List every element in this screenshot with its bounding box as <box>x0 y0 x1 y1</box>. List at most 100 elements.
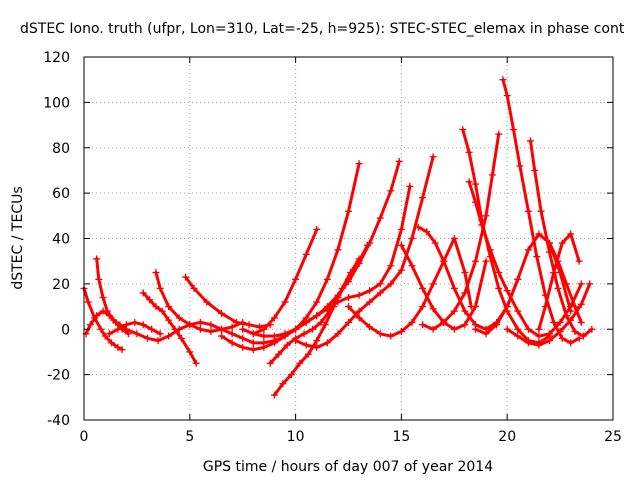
data-point <box>260 332 268 340</box>
data-point <box>387 187 395 195</box>
data-point <box>302 341 310 349</box>
data-point <box>186 348 194 356</box>
series-line <box>421 132 501 331</box>
data-point <box>562 280 570 288</box>
series-8 <box>122 160 363 347</box>
y-tick-label: 20 <box>52 277 70 293</box>
data-point <box>218 332 226 340</box>
data-point <box>281 298 289 306</box>
data-point <box>524 339 532 347</box>
series-23 <box>526 137 596 340</box>
data-point <box>406 182 414 190</box>
data-point <box>345 207 352 215</box>
data-point <box>313 298 321 306</box>
series-13 <box>270 255 363 399</box>
y-axis-label: dSTEC / TECUs <box>10 186 26 289</box>
data-point <box>203 298 211 306</box>
data-point <box>514 325 522 333</box>
data-point <box>495 284 503 292</box>
data-point <box>588 325 596 333</box>
data-point <box>300 330 308 338</box>
data-point <box>419 284 427 292</box>
data-point <box>146 296 154 304</box>
data-point <box>175 325 183 333</box>
data-point <box>429 280 437 288</box>
data-point <box>317 318 325 326</box>
data-point <box>313 337 321 345</box>
data-point <box>345 293 352 301</box>
data-point <box>514 275 522 283</box>
series-11 <box>249 225 321 338</box>
data-point <box>156 284 164 292</box>
data-point <box>207 321 215 329</box>
data-point <box>397 225 405 233</box>
data-point <box>239 325 247 333</box>
data-point <box>571 328 579 336</box>
data-point <box>366 287 374 295</box>
data-point <box>156 330 164 338</box>
x-tick-label: 25 <box>604 429 622 445</box>
data-point <box>118 346 126 354</box>
data-point <box>395 157 403 165</box>
data-point <box>158 307 166 315</box>
data-point <box>296 359 304 367</box>
data-point <box>419 321 427 329</box>
data-point <box>192 359 200 367</box>
data-point <box>495 130 503 138</box>
data-point <box>429 325 437 333</box>
data-point <box>440 257 448 265</box>
data-point <box>554 284 562 292</box>
y-tick-label: 0 <box>61 322 70 338</box>
data-point <box>345 303 352 311</box>
data-point <box>376 330 384 338</box>
data-point <box>423 228 431 236</box>
data-point <box>546 248 554 256</box>
data-point <box>556 318 564 326</box>
chart-title: dSTEC Iono. truth (ufpr, Lon=310, Lat=-2… <box>20 21 625 37</box>
data-point <box>110 316 118 324</box>
data-point <box>493 321 501 329</box>
data-point <box>461 289 469 297</box>
data-point <box>546 337 554 345</box>
data-point <box>408 235 416 242</box>
data-point <box>567 307 575 315</box>
data-point <box>218 309 226 317</box>
data-point <box>414 223 422 231</box>
data-point <box>84 298 92 306</box>
data-point <box>450 284 458 292</box>
series-20 <box>419 130 503 333</box>
data-point <box>165 316 173 324</box>
data-point <box>334 246 342 254</box>
data-point <box>355 291 363 299</box>
data-point <box>143 334 151 342</box>
data-point <box>465 148 473 156</box>
data-point <box>429 153 437 161</box>
series-line <box>95 257 128 331</box>
data-point <box>376 280 384 288</box>
data-point <box>376 214 384 222</box>
data-point <box>366 298 374 306</box>
data-point <box>364 241 372 249</box>
data-point <box>133 330 141 338</box>
data-point <box>503 303 511 311</box>
data-point <box>586 280 594 288</box>
data-point <box>260 325 268 333</box>
data-point <box>108 339 116 347</box>
data-point <box>177 334 185 342</box>
data-point <box>228 323 236 331</box>
data-point <box>186 321 194 329</box>
data-point <box>334 330 342 338</box>
data-point <box>270 332 278 340</box>
data-point <box>355 314 363 322</box>
data-point <box>397 328 405 336</box>
data-point <box>526 137 534 145</box>
data-point <box>577 318 585 326</box>
data-point <box>323 339 331 347</box>
data-point <box>567 316 575 324</box>
data-point <box>387 262 395 270</box>
data-point <box>397 266 405 274</box>
series-14 <box>292 153 437 351</box>
series-line <box>184 275 272 329</box>
data-point <box>546 330 554 338</box>
data-point <box>93 255 101 263</box>
